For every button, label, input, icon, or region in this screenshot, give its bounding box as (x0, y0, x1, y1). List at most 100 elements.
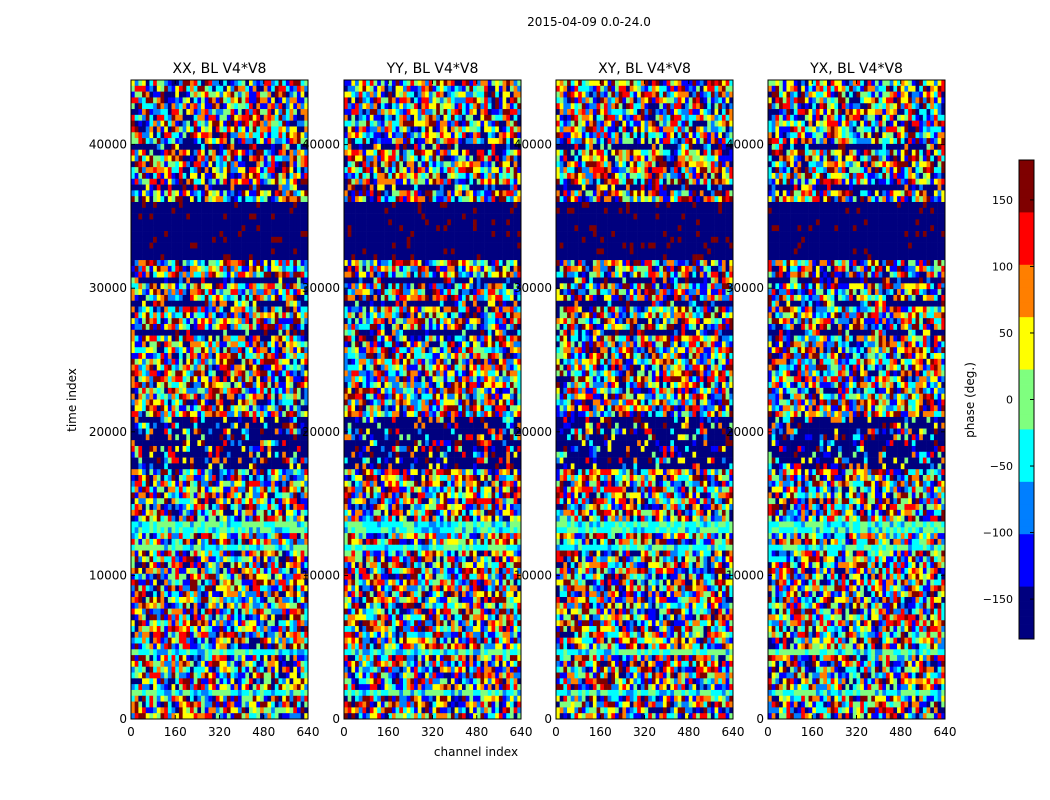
heatmap-cell (157, 185, 161, 191)
heatmap-cell (146, 156, 150, 162)
heatmap-cell (172, 318, 176, 324)
heatmap-cell (245, 295, 249, 301)
heatmap-cell (197, 318, 201, 324)
heatmap-cell (245, 330, 249, 336)
heatmap-cell (301, 214, 305, 220)
heatmap-cell (208, 115, 212, 121)
heatmap-cell (227, 208, 231, 214)
heatmap-cell (282, 167, 286, 173)
heatmap-cell (172, 173, 176, 179)
heatmap-cell (238, 278, 242, 284)
heatmap-cell (208, 225, 212, 231)
heatmap-cell (208, 214, 212, 220)
heatmap-cell (249, 208, 253, 214)
heatmap-cell (216, 86, 220, 92)
heatmap-cell (290, 248, 294, 254)
heatmap-cell (172, 190, 176, 196)
heatmap-cell (186, 150, 190, 156)
heatmap-cell (256, 173, 260, 179)
heatmap-cell (197, 109, 201, 115)
heatmap-cell (279, 283, 283, 289)
heatmap-cell (238, 330, 242, 336)
heatmap-cell (153, 243, 157, 249)
heatmap-cell (253, 161, 257, 167)
heatmap-cell (245, 231, 249, 237)
heatmap-cell (290, 278, 294, 284)
heatmap-cell (138, 179, 142, 185)
heatmap-cell (279, 243, 283, 249)
heatmap-cell (286, 312, 290, 318)
heatmap-cell (138, 318, 142, 324)
heatmap-cell (212, 103, 216, 109)
heatmap-cell (205, 278, 209, 284)
heatmap-cell (234, 179, 238, 185)
heatmap-cell (267, 225, 271, 231)
heatmap-cell (146, 295, 150, 301)
heatmap-cell (260, 254, 264, 260)
heatmap-cell (208, 219, 212, 225)
heatmap-cell (234, 103, 238, 109)
heatmap-cell (190, 278, 194, 284)
heatmap-cell (234, 289, 238, 295)
heatmap-cell (175, 231, 179, 237)
heatmap-cell (153, 283, 157, 289)
heatmap-cell (131, 248, 135, 254)
heatmap-cell (201, 248, 205, 254)
heatmap-cell (297, 219, 301, 225)
heatmap-cell (149, 324, 153, 330)
heatmap-cell (290, 138, 294, 144)
heatmap-cell (249, 301, 253, 307)
heatmap-cell (279, 179, 283, 185)
heatmap-cell (205, 196, 209, 202)
heatmap-cell (253, 80, 257, 86)
heatmap-cell (172, 248, 176, 254)
heatmap-cell (149, 190, 153, 196)
heatmap-cell (279, 185, 283, 191)
heatmap-cell (223, 283, 227, 289)
heatmap-cell (157, 318, 161, 324)
heatmap-cell (231, 167, 235, 173)
heatmap-cell (168, 80, 172, 86)
heatmap-cell (242, 225, 246, 231)
heatmap-cell (238, 260, 242, 266)
heatmap-cell (161, 237, 165, 243)
heatmap-cell (168, 330, 172, 336)
heatmap-cell (135, 243, 139, 249)
heatmap-cell (153, 167, 157, 173)
heatmap-cell (216, 278, 220, 284)
heatmap-cell (208, 86, 212, 92)
heatmap-cell (149, 283, 153, 289)
heatmap-cell (293, 272, 297, 278)
heatmap-cell (297, 86, 301, 92)
heatmap-cell (197, 115, 201, 121)
heatmap-cell (227, 86, 231, 92)
heatmap-cell (245, 260, 249, 266)
heatmap-cell (223, 289, 227, 295)
heatmap-cell (260, 272, 264, 278)
heatmap-cell (256, 301, 260, 307)
heatmap-cell (149, 161, 153, 167)
heatmap-cell (220, 144, 224, 150)
heatmap-cell (245, 202, 249, 208)
heatmap-cell (186, 295, 190, 301)
heatmap-cell (194, 132, 198, 138)
heatmap-cell (168, 173, 172, 179)
heatmap-cell (212, 161, 216, 167)
heatmap-cell (197, 312, 201, 318)
heatmap-cell (260, 126, 264, 132)
heatmap-cell (153, 179, 157, 185)
heatmap-cell (282, 121, 286, 127)
heatmap-cell (149, 86, 153, 92)
heatmap-cell (208, 92, 212, 98)
heatmap-cell (260, 97, 264, 103)
heatmap-cell (194, 283, 198, 289)
heatmap-cell (216, 301, 220, 307)
heatmap-cell (190, 254, 194, 260)
heatmap-cell (253, 173, 257, 179)
heatmap-cell (279, 214, 283, 220)
heatmap-cell (164, 214, 168, 220)
heatmap-cell (194, 312, 198, 318)
heatmap-cell (212, 318, 216, 324)
heatmap-cell (290, 301, 294, 307)
heatmap-cell (172, 307, 176, 313)
